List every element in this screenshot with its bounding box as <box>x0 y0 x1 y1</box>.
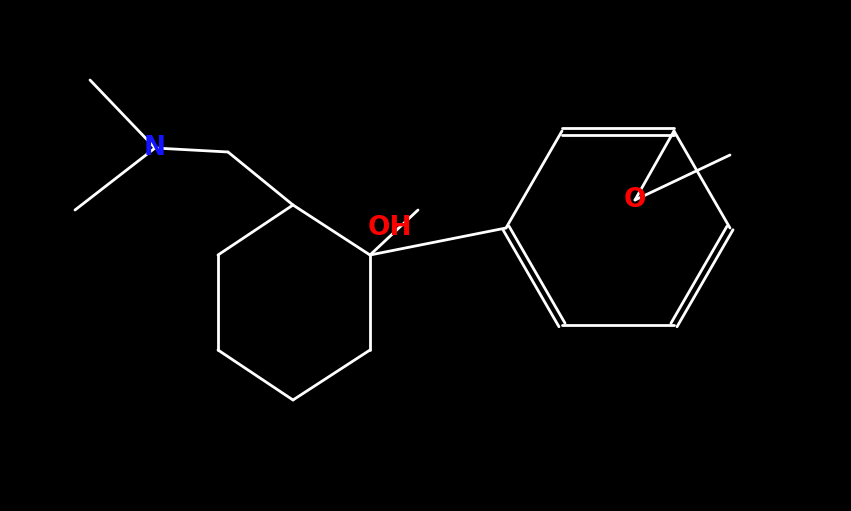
Text: N: N <box>144 135 166 161</box>
Text: OH: OH <box>368 215 412 241</box>
Text: O: O <box>624 187 646 213</box>
